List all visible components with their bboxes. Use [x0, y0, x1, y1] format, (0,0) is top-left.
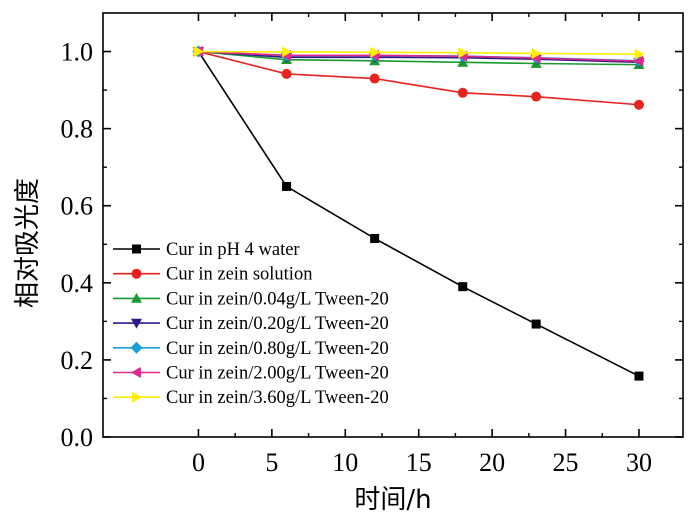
data-point: [194, 46, 204, 58]
series-line: [198, 50, 639, 62]
legend-label: Cur in zein solution: [166, 265, 312, 285]
x-tick-label: 30: [626, 448, 652, 477]
legend-item: Cur in zein solution: [113, 265, 312, 285]
legend-label: Cur in zein/2.00g/L Tween-20: [166, 364, 389, 384]
legend-label: Cur in zein/3.60g/L Tween-20: [166, 388, 389, 408]
plot-frame: [102, 12, 684, 438]
legend-marker: [131, 268, 142, 279]
series-7: [194, 46, 645, 60]
series-line: [197, 51, 640, 377]
data-point: [458, 282, 468, 292]
y-axis-title: 相对吸光度: [13, 178, 43, 308]
legend-marker: [131, 318, 142, 329]
legend-item: Cur in zein/0.20g/L Tween-20: [113, 314, 389, 334]
x-tick-label: 10: [332, 448, 358, 477]
data-point: [633, 99, 644, 110]
x-tick-label: 5: [265, 448, 278, 477]
series-line: [198, 50, 639, 66]
y-tick-label: 1.0: [61, 38, 94, 67]
x-axis-title: 时间/h: [354, 485, 431, 515]
legend-marker: [132, 244, 141, 254]
legend-label: Cur in pH 4 water: [166, 240, 300, 260]
x-tick-label: 25: [553, 448, 579, 477]
data-point: [370, 46, 381, 58]
data-point: [531, 319, 541, 329]
data-point: [633, 55, 644, 67]
legend-label: Cur in zein/0.80g/L Tween-20: [166, 339, 389, 359]
data-point: [634, 48, 645, 60]
data-point: [531, 47, 542, 59]
x-tick-label: 0: [192, 448, 205, 477]
legend-marker: [130, 341, 143, 354]
data-point: [281, 68, 292, 79]
series-layer: [192, 45, 645, 381]
legend: Cur in pH 4 water Cur in zein solution Cur…: [113, 240, 389, 408]
y-tick-label: 0.4: [61, 269, 94, 298]
data-point: [370, 233, 380, 243]
series-line: [198, 50, 639, 56]
legend-marker: [131, 367, 141, 378]
legend-item: Cur in pH 4 water: [113, 240, 300, 260]
data-point: [531, 91, 542, 102]
legend-item: Cur in zein/0.04g/L Tween-20: [113, 289, 389, 309]
axes: 0 5 10 15 20 25 30 0.0 0.2 0.4 0.6 0.8 1.0: [61, 12, 684, 477]
data-point: [634, 371, 644, 381]
data-point: [458, 47, 469, 59]
data-point: [282, 46, 293, 58]
data-point: [369, 73, 380, 84]
legend-item: Cur in zein/2.00g/L Tween-20: [113, 364, 389, 384]
series-line: [198, 50, 640, 106]
legend-item: Cur in zein/0.80g/L Tween-20: [113, 339, 389, 359]
legend-marker: [131, 292, 142, 303]
x-tick-label: 20: [479, 448, 505, 477]
y-tick-label: 0.2: [61, 346, 94, 375]
legend-item: Cur in zein/3.60g/L Tween-20: [113, 388, 389, 408]
legend-label: Cur in zein/0.04g/L Tween-20: [166, 289, 389, 309]
y-tick-label: 0.6: [61, 192, 94, 221]
legend-marker: [132, 391, 142, 403]
series-line: [198, 50, 639, 64]
x-tick-label: 15: [406, 448, 432, 477]
data-point: [282, 181, 292, 191]
y-tick-label: 0.0: [61, 423, 94, 452]
data-point: [457, 87, 468, 98]
y-tick-label: 0.8: [61, 115, 94, 144]
legend-label: Cur in zein/0.20g/L Tween-20: [166, 314, 389, 334]
